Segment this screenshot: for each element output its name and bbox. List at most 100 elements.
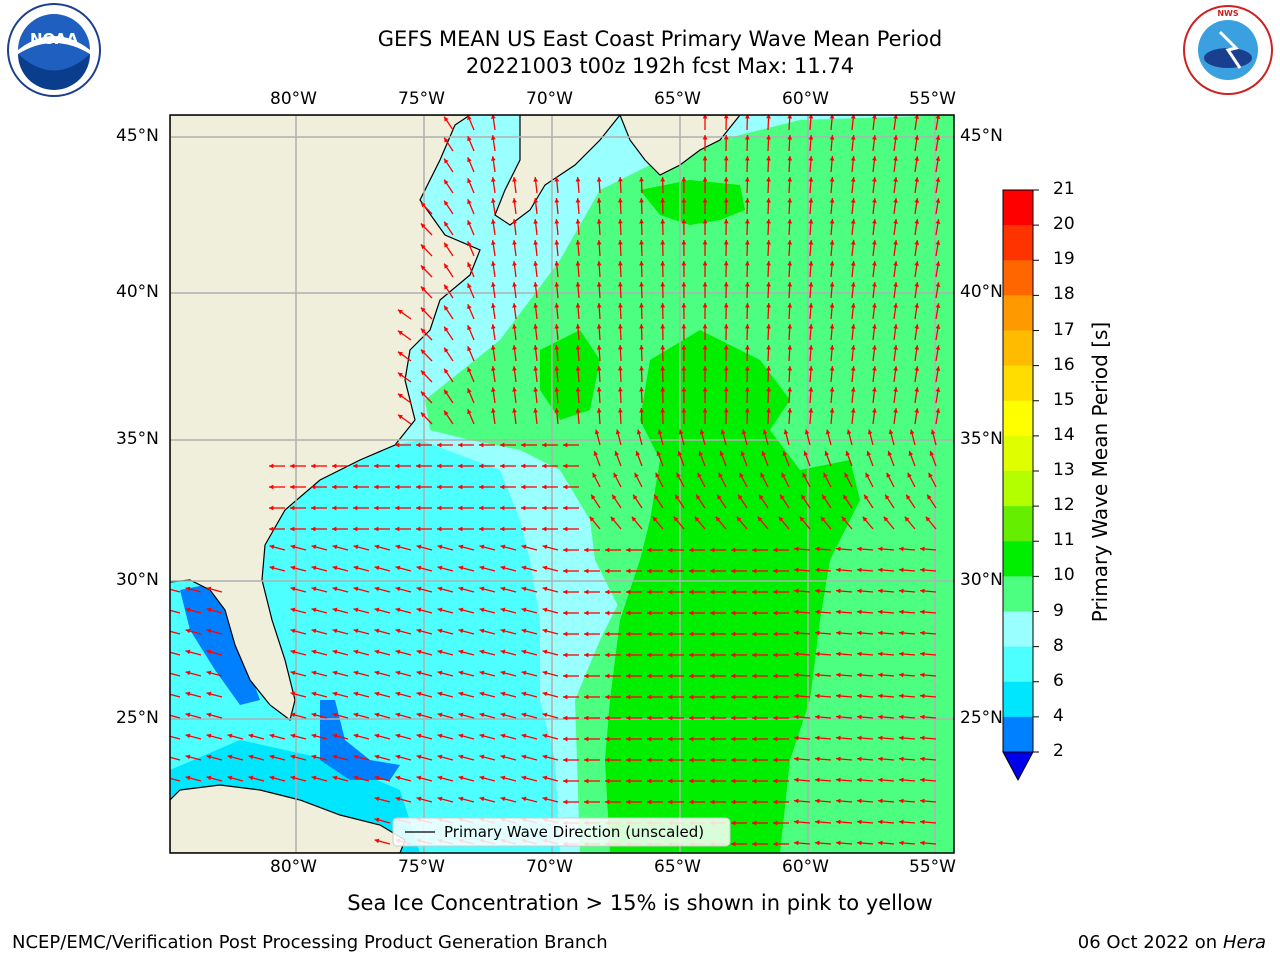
wave-arrow-head bbox=[766, 219, 771, 224]
wave-arrow-head bbox=[437, 712, 443, 718]
wave-arrow-head bbox=[542, 526, 547, 532]
wave-arrow-head bbox=[773, 673, 778, 679]
wave-arrow-head bbox=[479, 586, 485, 592]
wave-arrow-head bbox=[829, 219, 835, 224]
colorbar-tick-label: 14 bbox=[1053, 424, 1075, 445]
lat-label-left-35n: 35°N bbox=[116, 429, 159, 449]
wave-arrow-head bbox=[479, 691, 485, 697]
wave-arrow-head bbox=[829, 115, 835, 119]
wave-arrow-head bbox=[185, 649, 191, 655]
wave-arrow-head bbox=[397, 393, 403, 399]
colorbar-segment bbox=[1003, 541, 1033, 577]
wave-arrow-head bbox=[395, 463, 400, 469]
colorbar-tick-label: 19 bbox=[1053, 249, 1075, 270]
wave-arrow-head bbox=[914, 240, 920, 245]
lat-label-right-35n: 35°N bbox=[960, 429, 1003, 449]
wave-arrow-head bbox=[605, 715, 610, 721]
wave-arrow-head bbox=[782, 451, 788, 456]
wave-arrow-head bbox=[893, 303, 898, 308]
wave-arrow-head bbox=[731, 757, 736, 763]
wave-arrow-head bbox=[533, 324, 539, 329]
map-frame bbox=[169, 114, 955, 854]
wave-arrow-head bbox=[269, 565, 275, 571]
colorbar-tick-label: 13 bbox=[1053, 460, 1075, 480]
wave-arrow-head bbox=[710, 568, 715, 574]
wave-arrow-head bbox=[479, 628, 485, 634]
wave-arrow-head bbox=[723, 261, 729, 266]
wave-arrow-head bbox=[353, 484, 358, 490]
wave-arrow-head bbox=[521, 649, 527, 655]
wave-arrow-head bbox=[836, 588, 841, 594]
wave-arrow-head bbox=[563, 589, 568, 595]
colorbar-tick-label: 12 bbox=[1053, 495, 1075, 516]
wave-arrow-head bbox=[744, 408, 750, 413]
wave-arrow-head bbox=[815, 630, 820, 636]
wave-arrow-head bbox=[660, 177, 666, 182]
wave-arrow-head bbox=[290, 712, 296, 718]
wave-arrow-head bbox=[744, 156, 750, 161]
wave-arrow-head bbox=[689, 631, 694, 637]
wave-arrow-head bbox=[815, 546, 820, 552]
wave-arrow-head bbox=[794, 735, 799, 741]
wave-arrow-head bbox=[668, 694, 673, 700]
wave-arrow-head bbox=[626, 694, 631, 700]
wave-arrow-head bbox=[542, 586, 548, 592]
wave-arrow-head bbox=[311, 670, 317, 676]
wave-arrow-head bbox=[878, 735, 883, 741]
wave-arrow-head bbox=[702, 261, 708, 266]
wave-arrow-head bbox=[165, 587, 170, 592]
wave-arrow-head bbox=[458, 670, 464, 676]
wave-arrow-head bbox=[437, 442, 442, 448]
wave-arrow-head bbox=[702, 198, 708, 203]
wave-arrow-head bbox=[554, 198, 560, 203]
wave-arrow-head bbox=[702, 366, 708, 371]
wave-arrow-head bbox=[867, 429, 873, 435]
wave-arrow-head bbox=[311, 565, 317, 571]
wave-arrow-head bbox=[353, 505, 358, 511]
wave-arrow-head bbox=[857, 777, 862, 783]
wave-arrow-head bbox=[248, 775, 254, 781]
wave-arrow-head bbox=[766, 282, 771, 287]
wave-arrow-head bbox=[744, 261, 750, 266]
wave-arrow-head bbox=[332, 649, 338, 655]
wave-arrow-head bbox=[596, 324, 602, 329]
colorbar-tick-label: 9 bbox=[1053, 600, 1064, 621]
wave-arrow-head bbox=[554, 324, 560, 329]
wave-arrow-head bbox=[397, 414, 403, 420]
wave-arrow-head bbox=[374, 505, 379, 511]
wave-arrow-head bbox=[836, 714, 841, 720]
wave-arrow-head bbox=[533, 366, 539, 371]
wave-arrow-head bbox=[374, 775, 380, 781]
wave-arrow-head bbox=[500, 526, 505, 532]
wave-arrow-head bbox=[290, 586, 296, 592]
wave-arrow-head bbox=[752, 778, 757, 784]
wave-arrow-head bbox=[899, 672, 904, 678]
wave-arrow-head bbox=[723, 303, 729, 308]
wave-arrow-head bbox=[395, 670, 401, 676]
wave-arrow-head bbox=[935, 282, 941, 287]
wave-arrow-head bbox=[731, 673, 736, 679]
colorbar-segment bbox=[1003, 330, 1033, 367]
wave-arrow-head bbox=[710, 673, 715, 679]
wave-arrow-head bbox=[815, 609, 820, 615]
wave-arrow-head bbox=[631, 516, 637, 522]
wave-arrow-head bbox=[437, 544, 443, 550]
wave-arrow-head bbox=[521, 484, 526, 490]
wave-arrow-head bbox=[639, 240, 644, 245]
wave-arrow-head bbox=[689, 694, 694, 700]
wave-arrow-head bbox=[920, 546, 925, 552]
wave-arrow-head bbox=[886, 472, 891, 478]
wave-arrow-head bbox=[332, 628, 338, 634]
wave-arrow-head bbox=[596, 240, 602, 245]
wave-arrow-head bbox=[787, 261, 793, 266]
wave-arrow-head bbox=[395, 586, 401, 592]
wave-arrow-head bbox=[808, 345, 814, 350]
sea-ice-note: Sea Ice Concentration > 15% is shown in … bbox=[347, 891, 933, 915]
wave-arrow-head bbox=[808, 387, 814, 392]
wave-arrow-head bbox=[935, 156, 941, 161]
wave-arrow-head bbox=[248, 754, 254, 760]
wave-arrow-head bbox=[311, 712, 317, 718]
wave-arrow-head bbox=[395, 607, 401, 613]
wave-arrow-head bbox=[490, 408, 496, 413]
wave-arrow-head bbox=[591, 494, 596, 500]
